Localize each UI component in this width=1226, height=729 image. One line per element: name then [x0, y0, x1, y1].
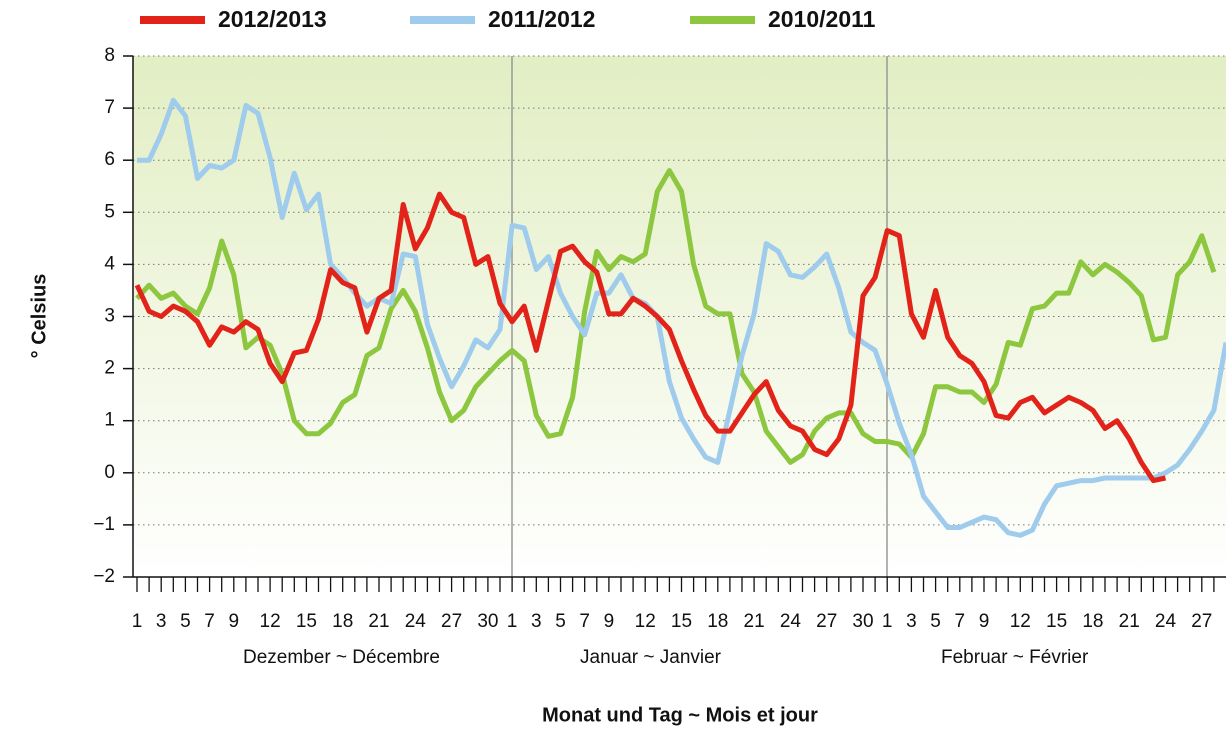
legend-label: 2010/2011 — [768, 6, 876, 32]
y-tick-label: 5 — [104, 201, 115, 222]
x-tick-label: 3 — [531, 611, 542, 632]
y-tick-label: −2 — [93, 566, 115, 587]
x-tick-label: 24 — [405, 611, 427, 632]
series-line — [134, 191, 1167, 484]
x-tick-label: 15 — [296, 611, 317, 632]
x-tick-label: 24 — [780, 611, 802, 632]
y-tick-label: 6 — [104, 149, 115, 170]
x-tick-label: 18 — [707, 611, 728, 632]
legend-label: 2011/2012 — [488, 6, 595, 32]
legend-label: 2012/2013 — [218, 6, 327, 32]
x-tick-label: 30 — [477, 611, 498, 632]
x-tick-label: 5 — [180, 611, 191, 632]
x-tick-label: 21 — [744, 611, 765, 632]
x-tick-label: 12 — [635, 611, 656, 632]
y-tick-label: 8 — [104, 45, 115, 66]
y-axis-label: ° Celsius — [28, 274, 50, 359]
y-tick-label: 2 — [104, 358, 115, 379]
y-tick-label: 4 — [104, 253, 115, 274]
y-tick-label: −1 — [93, 514, 115, 535]
x-tick-label: 15 — [671, 611, 692, 632]
x-tick-label: 9 — [979, 611, 990, 632]
series-line — [135, 168, 1217, 465]
x-tick-label: 27 — [441, 611, 462, 632]
month-label: Dezember ~ Décembre — [243, 647, 440, 668]
x-tick-label: 5 — [555, 611, 566, 632]
month-label: Februar ~ Février — [941, 647, 1089, 668]
x-tick-label: 5 — [930, 611, 941, 632]
x-tick-label: 15 — [1046, 611, 1067, 632]
x-tick-label: 27 — [1191, 611, 1212, 632]
y-tick-label: 0 — [104, 462, 115, 483]
x-axis-label: Monat und Tag ~ Mois et jour — [542, 704, 818, 726]
y-tick-label: 3 — [104, 306, 115, 327]
x-tick-label: 18 — [332, 611, 353, 632]
x-tick-label: 7 — [579, 611, 590, 632]
x-tick-label: 21 — [368, 611, 389, 632]
x-tick-label: 3 — [906, 611, 917, 632]
x-tick-label: 7 — [204, 611, 215, 632]
series-line — [137, 97, 1226, 538]
month-label: Januar ~ Janvier — [580, 647, 722, 668]
x-tick-label: 18 — [1082, 611, 1103, 632]
x-tick-label: 1 — [507, 611, 518, 632]
y-tick-label: 7 — [104, 97, 115, 118]
x-tick-label: 9 — [604, 611, 615, 632]
x-tick-label: 1 — [132, 611, 143, 632]
x-tick-label: 1 — [882, 611, 893, 632]
x-tick-label: 27 — [816, 611, 837, 632]
x-tick-label: 30 — [852, 611, 873, 632]
x-tick-label: 24 — [1155, 611, 1177, 632]
x-tick-label: 3 — [156, 611, 167, 632]
y-tick-label: 1 — [104, 410, 115, 431]
x-tick-label: 9 — [229, 611, 240, 632]
x-tick-label: 21 — [1119, 611, 1140, 632]
x-tick-label: 7 — [955, 611, 966, 632]
lines — [134, 97, 1226, 538]
x-tick-label: 12 — [1010, 611, 1031, 632]
x-tick-label: 12 — [260, 611, 281, 632]
